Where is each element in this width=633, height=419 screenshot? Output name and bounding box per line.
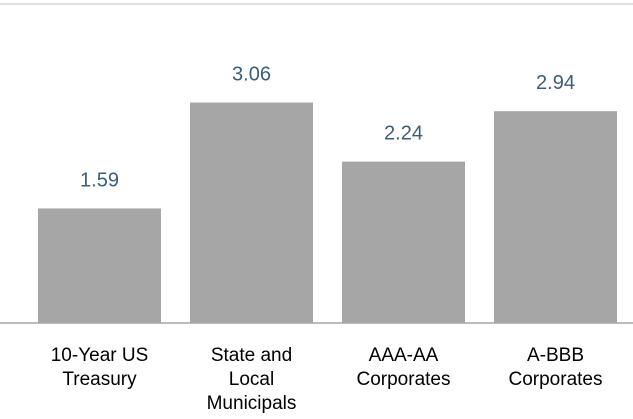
bar-value-label-3: 2.94	[536, 72, 575, 94]
category-label-1-line-0: State and	[211, 345, 292, 366]
category-label-3-line-1: Corporates	[509, 369, 603, 390]
category-labels-group: 10-Year US Treasury State and Local Municipa…	[51, 345, 603, 414]
category-label-3-line-0: A-BBB	[527, 345, 584, 366]
category-label-1-line-2: Municipals	[207, 393, 297, 414]
value-labels-group: 1.59 3.06 2.24 2.94	[80, 64, 575, 192]
bar-value-label-0: 1.59	[80, 169, 119, 191]
bar-value-label-2: 2.24	[384, 123, 423, 145]
category-label-2-line-0: AAA-AA	[369, 345, 439, 366]
bar-2	[342, 161, 465, 323]
category-label-2-line-1: Corporates	[357, 369, 451, 390]
category-label-0-line-1: Treasury	[62, 369, 137, 390]
bars-group	[38, 102, 617, 323]
bar-3	[494, 111, 617, 323]
bar-0	[38, 208, 161, 323]
category-label-1-line-1: Local	[229, 369, 274, 390]
category-label-0-line-0: 10-Year US	[51, 345, 149, 366]
bar-value-label-1: 3.06	[232, 64, 271, 86]
bar-1	[190, 102, 313, 323]
